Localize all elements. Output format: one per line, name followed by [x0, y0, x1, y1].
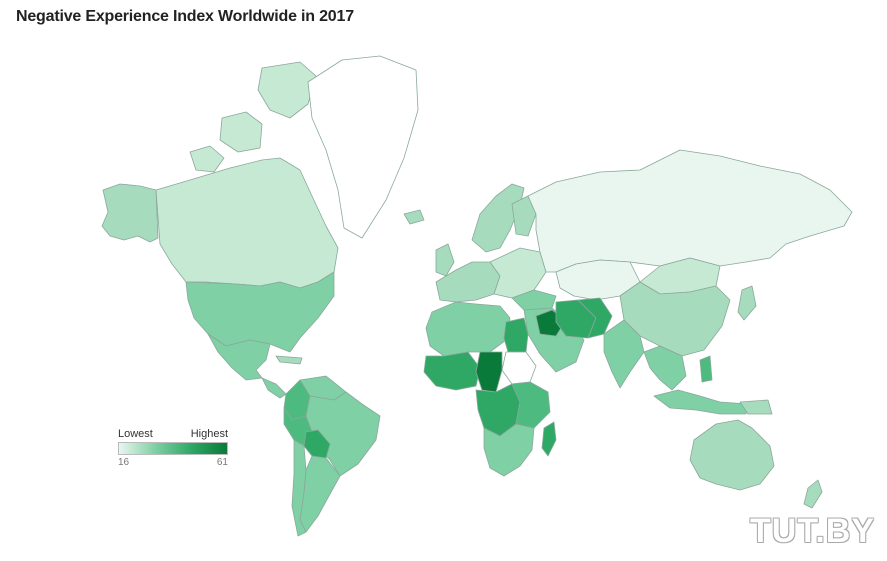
region-papua: [739, 399, 773, 415]
region-australia[interactable]: [689, 419, 775, 491]
region-japan: [737, 285, 757, 321]
region-mexico[interactable]: [207, 333, 271, 381]
color-legend: Lowest Highest 16 61: [118, 428, 228, 468]
legend-high-label: Highest: [190, 428, 228, 440]
region-finland: [511, 195, 537, 237]
region-scandinavia[interactable]: [471, 183, 525, 253]
region-canada-islands: [257, 61, 317, 119]
region-india[interactable]: [603, 319, 645, 389]
legend-gradient-bar: [118, 442, 228, 455]
region-canada[interactable]: [155, 157, 339, 289]
legend-min-value: 16: [118, 457, 130, 468]
region-new-zealand[interactable]: [803, 479, 823, 509]
region-chad[interactable]: [475, 351, 503, 393]
region-southern-africa[interactable]: [483, 423, 535, 477]
region-chile[interactable]: [291, 439, 307, 537]
region-sudan[interactable]: [501, 351, 537, 385]
region-egypt[interactable]: [503, 317, 529, 353]
region-iceland: [403, 209, 425, 225]
legend-max-value: 61: [216, 457, 228, 468]
region-east-africa[interactable]: [511, 381, 551, 429]
region-canada-islands-3: [189, 145, 225, 173]
chart-title: Negative Experience Index Worldwide in 2…: [16, 8, 354, 25]
region-philippines: [699, 355, 713, 383]
region-madagascar[interactable]: [541, 421, 557, 457]
region-caribbean: [275, 355, 303, 365]
region-central-america[interactable]: [261, 377, 287, 399]
region-united-states[interactable]: [185, 271, 335, 353]
region-greenland[interactable]: [307, 55, 419, 239]
region-north-africa[interactable]: [425, 301, 511, 357]
region-eastern-europe[interactable]: [489, 247, 547, 299]
region-alaska[interactable]: [101, 183, 159, 243]
region-canada-islands-2: [219, 111, 263, 153]
region-russia[interactable]: [527, 149, 853, 273]
region-indonesia[interactable]: [653, 389, 749, 415]
tutby-watermark-logo: TUT.BY: [750, 512, 875, 550]
legend-low-label: Lowest: [118, 428, 153, 440]
region-west-africa[interactable]: [423, 351, 481, 391]
region-uk: [435, 243, 455, 277]
region-southeast-asia[interactable]: [643, 345, 687, 391]
region-turkey: [511, 289, 557, 311]
